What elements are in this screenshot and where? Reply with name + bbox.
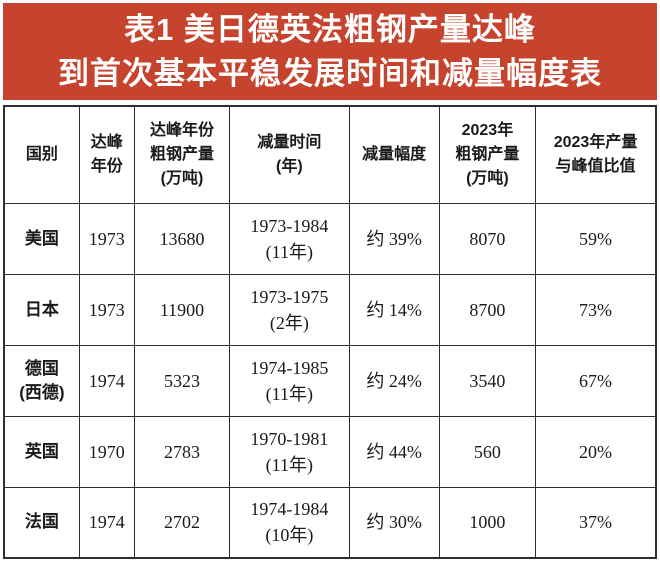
table-row-uk: 英国 1970 2783 1970-1981 (11年) 约 44% 560 2… (3, 415, 657, 488)
table-title-banner: 表1 美日德英法粗钢产量达峰 到首次基本平稳发展时间和减量幅度表 (3, 3, 657, 100)
cell-country: 美国 (3, 202, 80, 275)
cell-reduction-period: 1974-1984 (10年) (229, 486, 350, 559)
document-page: 表1 美日德英法粗钢产量达峰 到首次基本平稳发展时间和减量幅度表 国别 达峰 年… (3, 3, 657, 559)
table-header-row: 国别 达峰 年份 达峰年份 粗钢产量 (万吨) 减量时间 (年) 减量幅度 20… (3, 105, 657, 204)
cell-peak-output: 2702 (133, 486, 231, 559)
cell-reduction-period: 1973-1984 (11年) (229, 202, 350, 275)
cell-peak-output: 2783 (133, 415, 231, 488)
cell-peak-year: 1974 (78, 344, 135, 417)
table-row-france: 法国 1974 2702 1974-1984 (10年) 约 30% 1000 … (3, 486, 657, 559)
header-peak-year: 达峰 年份 (78, 105, 135, 204)
table-row-germany: 德国 (西德) 1974 5323 1974-1985 (11年) 约 24% … (3, 344, 657, 417)
cell-country: 法国 (3, 486, 80, 559)
header-reduction-time: 减量时间 (年) (229, 105, 350, 204)
cell-peak-year: 1970 (78, 415, 135, 488)
cell-peak-year: 1973 (78, 202, 135, 275)
cell-peak-year: 1973 (78, 273, 135, 346)
cell-country: 日本 (3, 273, 80, 346)
cell-reduction-rate: 约 14% (348, 273, 440, 346)
cell-country: 英国 (3, 415, 80, 488)
cell-2023-ratio: 67% (535, 344, 657, 417)
cell-2023-ratio: 73% (535, 273, 657, 346)
cell-country: 德国 (西德) (3, 344, 80, 417)
table-title-line2: 到首次基本平稳发展时间和减量幅度表 (58, 55, 602, 91)
cell-2023-output: 1000 (438, 486, 537, 559)
header-peak-output: 达峰年份 粗钢产量 (万吨) (133, 105, 231, 204)
cell-2023-output: 3540 (438, 344, 537, 417)
cell-2023-ratio: 20% (535, 415, 657, 488)
header-reduction-rate: 减量幅度 (348, 105, 440, 204)
cell-peak-output: 5323 (133, 344, 231, 417)
cell-reduction-rate: 约 24% (348, 344, 440, 417)
header-2023-output: 2023年 粗钢产量 (万吨) (438, 105, 537, 204)
cell-reduction-rate: 约 39% (348, 202, 440, 275)
cell-2023-output: 560 (438, 415, 537, 488)
header-2023-ratio: 2023年产量 与峰值比值 (535, 105, 657, 204)
table-title-line1: 表1 美日德英法粗钢产量达峰 (124, 11, 536, 47)
cell-reduction-rate: 约 44% (348, 415, 440, 488)
cell-peak-year: 1974 (78, 486, 135, 559)
cell-peak-output: 11900 (133, 273, 231, 346)
cell-reduction-period: 1970-1981 (11年) (229, 415, 350, 488)
header-country: 国别 (3, 105, 80, 204)
cell-peak-output: 13680 (133, 202, 231, 275)
cell-2023-ratio: 59% (535, 202, 657, 275)
table-row-usa: 美国 1973 13680 1973-1984 (11年) 约 39% 8070… (3, 202, 657, 275)
cell-2023-ratio: 37% (535, 486, 657, 559)
cell-reduction-period: 1973-1975 (2年) (229, 273, 350, 346)
table-row-japan: 日本 1973 11900 1973-1975 (2年) 约 14% 8700 … (3, 273, 657, 346)
cell-2023-output: 8070 (438, 202, 537, 275)
steel-production-table: 国别 达峰 年份 达峰年份 粗钢产量 (万吨) 减量时间 (年) 减量幅度 20… (3, 105, 657, 559)
cell-2023-output: 8700 (438, 273, 537, 346)
cell-reduction-rate: 约 30% (348, 486, 440, 559)
cell-reduction-period: 1974-1985 (11年) (229, 344, 350, 417)
